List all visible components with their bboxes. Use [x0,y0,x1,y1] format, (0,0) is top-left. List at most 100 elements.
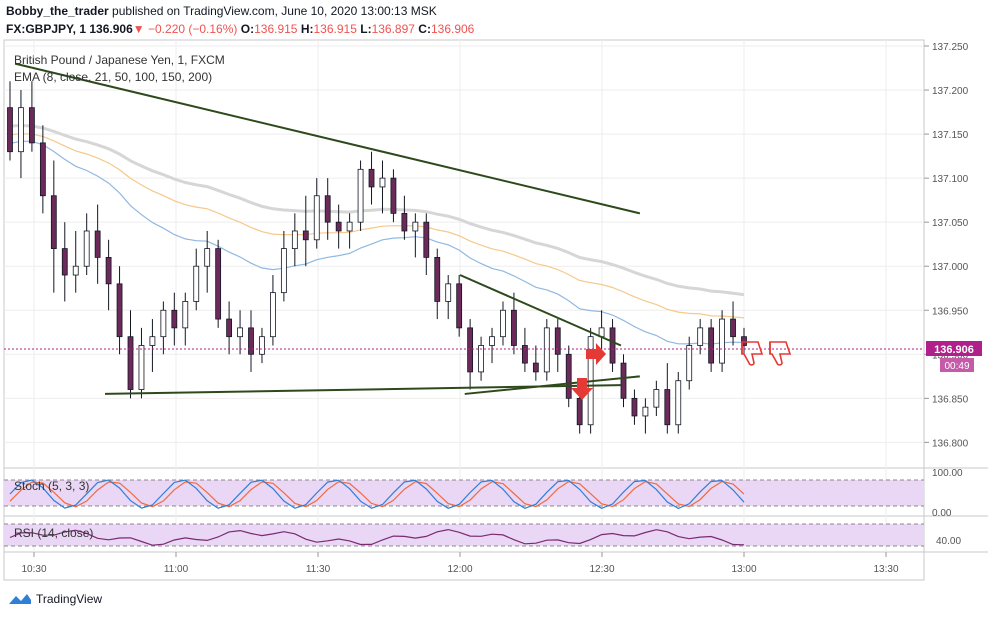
time-tick-label: 11:00 [164,564,189,575]
candle-body [511,309,517,346]
candle-body [248,327,254,355]
candle-body [313,195,320,241]
candle-body [456,283,463,329]
trendlines[interactable] [14,62,641,395]
candle-body [7,107,13,153]
time-tick-label: 12:30 [589,564,614,575]
price-axis[interactable]: 137.250 137.200 137.150 137.100 137.050 137.0… [924,42,969,449]
candle-body [182,301,189,329]
candle-body [532,362,539,373]
ema-50-line [9,140,745,345]
candle-body [664,389,671,426]
candle-body [280,248,287,294]
price-tick-label: 136.950 [932,306,969,317]
rsi-legend[interactable]: RSI (14, close) [14,526,93,540]
candle-body [467,327,474,373]
candle-body [708,327,715,364]
candle-body [29,107,35,144]
candle-body [72,265,79,276]
ema-legend[interactable]: EMA (8, close, 21, 50, 100, 150, 200) [14,70,212,84]
candle-body [94,230,101,258]
stoch-tick-label: 0.00 [932,508,952,519]
price-tick-label: 137.050 [932,218,969,229]
ema-200-line [9,123,745,297]
candle-body [237,327,243,338]
high-value: 136.915 [313,22,357,36]
low-value: 136.897 [371,22,415,36]
candle-body [291,230,298,249]
trendline [464,375,640,395]
stoch-legend[interactable]: Stoch (5, 3, 3) [14,479,89,493]
close-value: 136.906 [430,22,475,36]
candle-body [412,221,419,232]
candle-body [686,345,693,382]
candle-body [653,389,660,408]
brand-label[interactable]: TradingView [36,592,103,606]
candle-body [675,380,682,426]
candle-body [434,257,441,302]
stoch-tick-label: 100.00 [932,468,963,479]
ohlc-bar: FX:GBPJPY, 1 136.906▼ −0.220 (−0.16%) O:… [6,22,475,36]
candle-body [270,292,276,338]
candle-body [390,177,397,214]
candle-body [127,336,134,390]
candle-body [335,221,342,232]
candle-body [193,265,200,302]
candle-body [83,230,90,267]
candle-body [215,248,222,320]
candle-body [302,230,309,241]
time-tick-label: 11:30 [306,564,331,575]
price-tick-label: 137.000 [932,262,969,273]
candle-body [105,257,112,285]
candle-body [368,168,375,188]
stoch-lines [9,479,745,510]
price-tick-label: 137.200 [932,86,969,97]
candle-body [730,318,736,338]
candle-body [445,283,452,302]
candle-body [226,318,233,338]
rsi-band-fill [4,524,924,546]
ema-lines [9,123,745,345]
candle-body [160,309,167,338]
candle-body [259,336,265,355]
candle-body [631,397,638,417]
candle-body [478,345,484,373]
last-price: 136.906 [89,22,133,36]
candle-body [719,318,725,364]
time-tick-label: 13:00 [731,564,756,575]
candle-body [346,221,353,232]
candle-body [50,195,57,249]
candle-body [379,177,386,188]
candle-body [642,406,649,417]
candle-body [149,336,156,346]
candles [7,81,747,434]
trendline [459,274,622,347]
candle-body [697,327,704,346]
candle-body [620,362,627,399]
price-tick-label: 136.850 [932,394,969,405]
candle-body [171,309,178,329]
candle-body [423,221,430,258]
candle-body [521,345,528,364]
stoch-axis: 100.00 0.00 [932,468,963,519]
candle-body [401,212,408,232]
candle-body [500,309,506,338]
ema-100-line [9,133,745,319]
candle-body [357,168,364,223]
candle-body [61,248,68,276]
time-axis[interactable]: 10:30 11:00 11:30 12:00 12:30 13:00 13:30 [21,552,899,575]
last-price-label: 136.906 [934,344,974,356]
candle-body [609,327,616,364]
rsi-polyline [9,528,745,546]
instrument-legend[interactable]: British Pound / Japanese Yen, 1, FXCM [14,53,225,67]
price-tick-label: 137.150 [932,130,969,141]
author-name[interactable]: Bobby_the_trader [6,4,109,18]
open-value: 136.915 [254,22,298,36]
candle-body [116,283,123,338]
time-tick-label: 10:30 [21,564,46,575]
candle-body [543,327,550,373]
countdown-tag [940,358,974,373]
last-price-tag [926,341,982,357]
trendline [14,62,641,215]
